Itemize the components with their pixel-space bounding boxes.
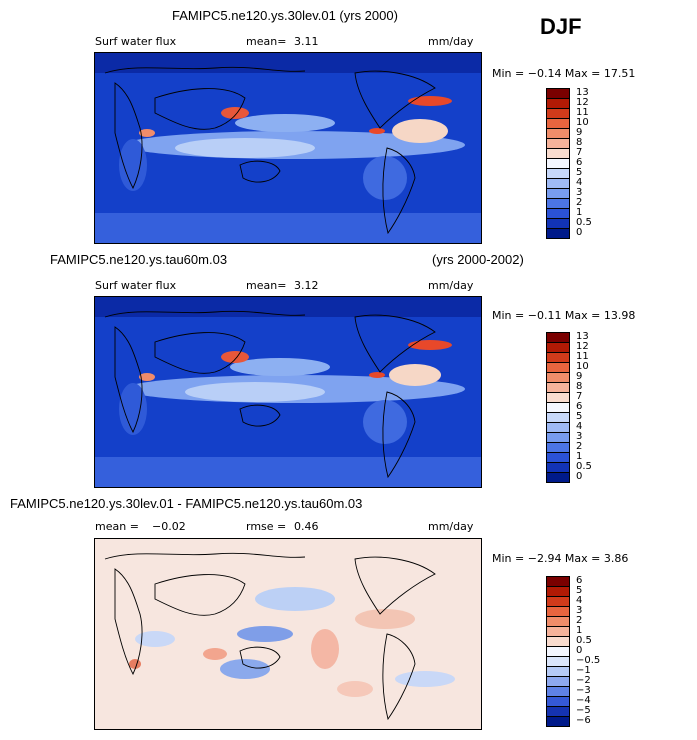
- panel3-colorbar-label: 0: [576, 645, 583, 656]
- panel2-colorbar-label: 10: [576, 361, 589, 372]
- panel3-colorbar-label: 1: [576, 625, 583, 636]
- panel3-mean-value: −0.02: [152, 520, 186, 533]
- panel3-map: [94, 538, 482, 730]
- panel1-colorbar-label: 1: [576, 207, 583, 218]
- panel3-case: FAMIPC5.ne120.ys.30lev.01 - FAMIPC5.ne12…: [10, 496, 363, 511]
- panel1-colorbar-label: 10: [576, 117, 589, 128]
- panel3-colorbar-swatch: [546, 716, 570, 727]
- panel1-title: FAMIPC5.ne120.ys.30lev.01 (yrs 2000): [172, 8, 398, 23]
- panel1-colorbar-label: 3: [576, 187, 583, 198]
- panel1-colorbar-label: 5: [576, 167, 583, 178]
- panel3-colorbar-label: 0.5: [576, 635, 592, 646]
- panel3-colorbar-label: 2: [576, 615, 583, 626]
- panel2-colorbar-label: 5: [576, 411, 583, 422]
- panel3-colorbar-label: −0.5: [576, 655, 601, 666]
- panel2-colorbar-swatch: [546, 472, 570, 483]
- panel2-units: mm/day: [428, 279, 474, 292]
- panel3-rmse-label: rmse =: [246, 520, 287, 533]
- panel2-colorbar-label: 6: [576, 401, 583, 412]
- panel2-years: (yrs 2000-2002): [432, 252, 524, 267]
- panel3-colorbar: 6 5 4 3 2 1 0.5 0 −0.5 −1 −2 −3 −4 −5 −6: [546, 575, 626, 728]
- panel3-units: mm/day: [428, 520, 474, 533]
- panel2-colorbar-label: 11: [576, 351, 589, 362]
- panel2-map: [94, 296, 482, 488]
- panel3-colorbar-label: −3: [576, 685, 591, 696]
- panel3-colorbar-label: −1: [576, 665, 591, 676]
- panel2-colorbar-label: 12: [576, 341, 589, 352]
- panel2-case: FAMIPC5.ne120.ys.tau60m.03: [50, 252, 228, 267]
- panel1-minmax: Min = −0.14 Max = 17.51: [492, 67, 636, 80]
- panel3-colorbar-label: −4: [576, 695, 591, 706]
- panel2-colorbar-label: 3: [576, 431, 583, 442]
- panel3-minmax: Min = −2.94 Max = 3.86: [492, 552, 629, 565]
- panel1-colorbar-label: 0: [576, 227, 583, 238]
- panel2-colorbar-label: 13: [576, 331, 589, 342]
- panel1-colorbar-label: 8: [576, 137, 583, 148]
- panel2-map-graphic: [95, 297, 481, 487]
- panel3-mean-label: mean =: [95, 520, 139, 533]
- panel1-mean-label: mean=: [246, 35, 287, 48]
- panel3-colorbar-label: −5: [576, 705, 591, 716]
- panel2-var: Surf water flux: [95, 279, 177, 292]
- panel1-colorbar-label: 9: [576, 127, 583, 138]
- panel1-map-graphic: [95, 53, 481, 243]
- panel1-colorbar-swatch: [546, 228, 570, 239]
- panel3-colorbar-label: −2: [576, 675, 591, 686]
- panel2-colorbar-label: 2: [576, 441, 583, 452]
- panel1-units: mm/day: [428, 35, 474, 48]
- panel1-var: Surf water flux: [95, 35, 177, 48]
- panel2-mean-value: 3.12: [294, 279, 319, 292]
- panel1-colorbar-label: 2: [576, 197, 583, 208]
- panel3-map-graphic: [95, 539, 481, 729]
- panel1-colorbar-label: 13: [576, 87, 589, 98]
- panel2-colorbar-label: 0: [576, 471, 583, 482]
- panel3-colorbar-label: 5: [576, 585, 583, 596]
- panel1-colorbar-label: 7: [576, 147, 583, 158]
- panel1-colorbar-label: 0.5: [576, 217, 592, 228]
- panel1-colorbar-label: 4: [576, 177, 583, 188]
- season-label: DJF: [540, 14, 582, 39]
- panel2-minmax: Min = −0.11 Max = 13.98: [492, 309, 636, 322]
- panel1-colorbar: 13 12 11 10 9 8 7 6 5 4 3 2 1 0.5 0: [546, 87, 626, 240]
- panel3-rmse-value: 0.46: [294, 520, 319, 533]
- panel1-map: [94, 52, 482, 244]
- panel2-colorbar-label: 7: [576, 391, 583, 402]
- panel2-colorbar-label: 8: [576, 381, 583, 392]
- panel2-colorbar-label: 4: [576, 421, 583, 432]
- panel1-mean-value: 3.11: [294, 35, 319, 48]
- panel2-colorbar-label: 0.5: [576, 461, 592, 472]
- panel2-colorbar: 13 12 11 10 9 8 7 6 5 4 3 2 1 0.5 0: [546, 331, 626, 484]
- panel2-mean-label: mean=: [246, 279, 287, 292]
- panel1-colorbar-label: 6: [576, 157, 583, 168]
- panel1-colorbar-label: 11: [576, 107, 589, 118]
- panel3-colorbar-label: −6: [576, 715, 591, 726]
- panel2-colorbar-label: 1: [576, 451, 583, 462]
- panel2-colorbar-label: 9: [576, 371, 583, 382]
- panel3-colorbar-label: 4: [576, 595, 583, 606]
- panel3-colorbar-label: 6: [576, 575, 583, 586]
- panel3-colorbar-label: 3: [576, 605, 583, 616]
- panel1-colorbar-label: 12: [576, 97, 589, 108]
